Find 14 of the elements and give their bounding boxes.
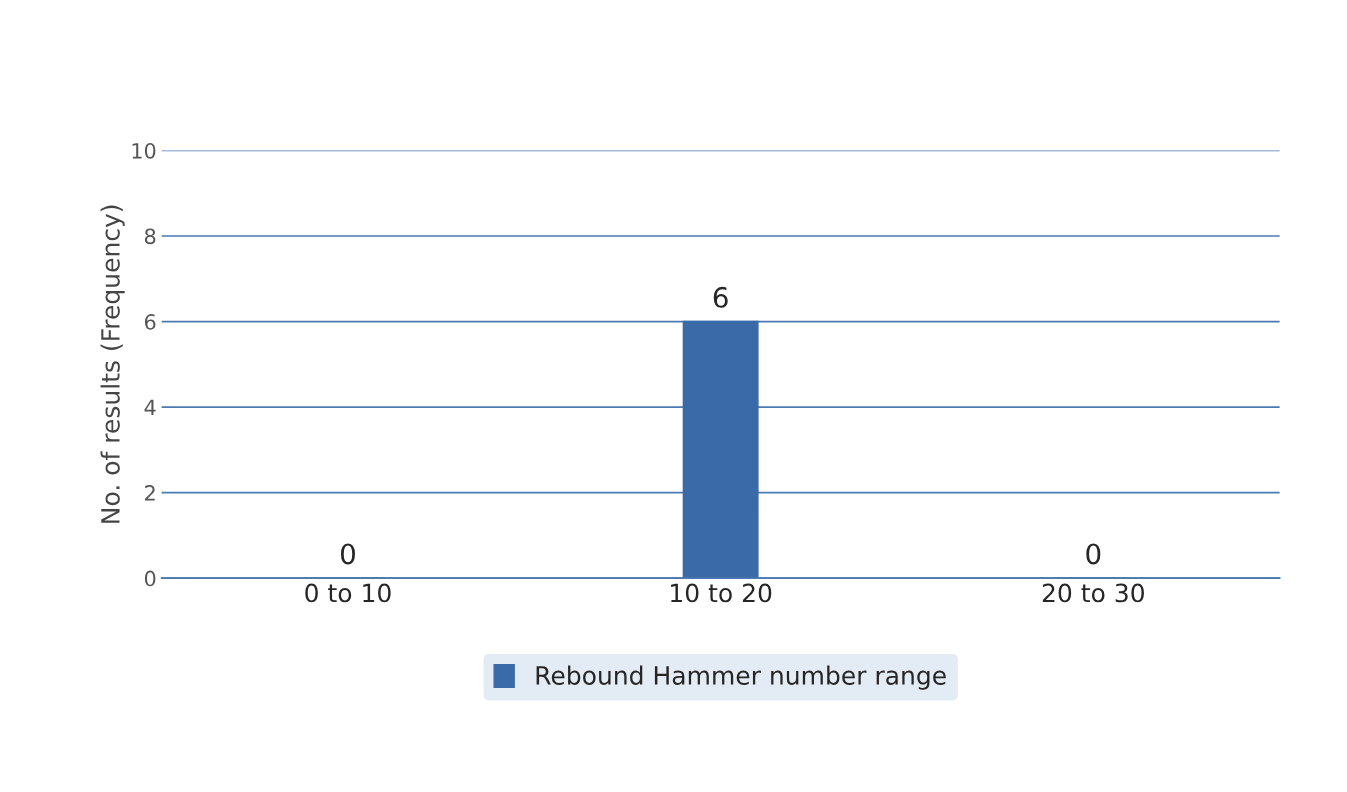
x-tick-label: 20 to 30 <box>1042 583 1144 603</box>
y-tick-label: 4 <box>144 399 156 415</box>
y-tick-label: 8 <box>144 228 156 245</box>
x-tick-label: 10 to 20 <box>671 583 772 603</box>
y-tick-label: 6 <box>144 314 156 330</box>
data-label: 0 <box>340 543 355 565</box>
x-tick-label: 0 to 10 <box>305 583 391 603</box>
data-label: 0 <box>1086 543 1101 565</box>
y-axis-title: No. of results (Frequency) <box>100 205 125 523</box>
y-tick-label: 10 <box>132 142 156 159</box>
data-label: 6 <box>713 286 728 308</box>
y-tick-label: 2 <box>145 485 155 501</box>
y-tick-label: 0 <box>144 570 156 587</box>
legend-label: Rebound Hammer number range <box>536 665 946 690</box>
